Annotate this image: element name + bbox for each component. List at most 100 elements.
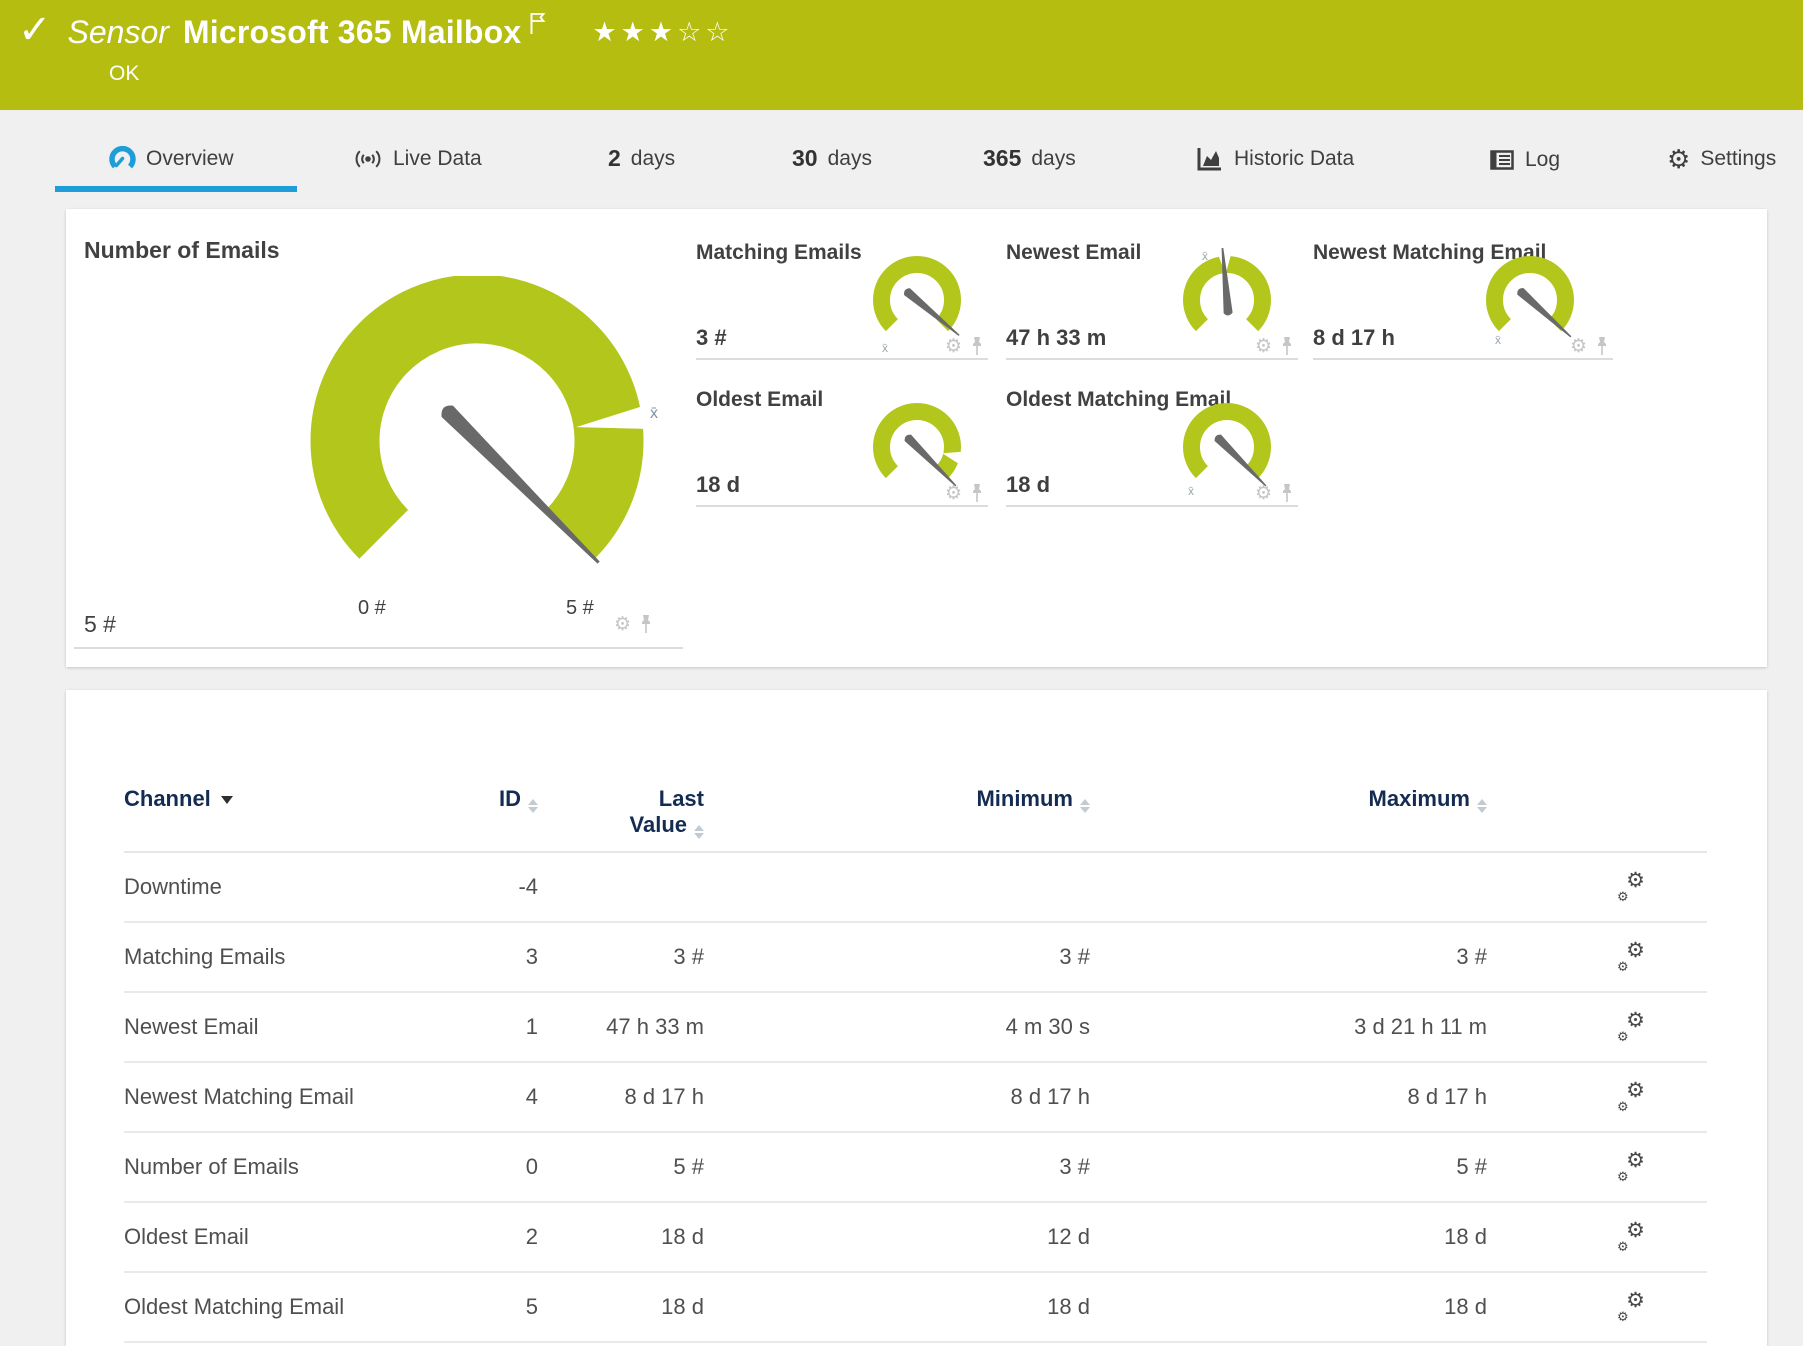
star-icon-filled[interactable]: ★	[592, 17, 621, 47]
table-row[interactable]: Oldest Email 2 18 d 12 d 18 d ⚙ ⚙	[124, 1203, 1707, 1273]
table-row[interactable]: Matching Emails 3 3 # 3 # 3 # ⚙ ⚙	[124, 923, 1707, 993]
table-row[interactable]: Newest Matching Email 4 8 d 17 h 8 d 17 …	[124, 1063, 1707, 1133]
cell-channel: Number of Emails	[124, 1154, 299, 1179]
divider	[124, 851, 1707, 853]
primary-gauge-title: Number of Emails	[84, 237, 280, 263]
cell-maximum: 18 d	[1444, 1224, 1487, 1249]
edit-channel-gear-icon[interactable]: ⚙ ⚙	[1617, 1009, 1645, 1044]
cell-id: 5	[525, 1294, 538, 1319]
tab-historic-data[interactable]: Historic Data	[1196, 146, 1354, 172]
cell-channel: Downtime	[124, 874, 222, 899]
average-marker: x̄	[1495, 333, 1501, 347]
channel-settings-gear-icon[interactable]: ⚙	[1569, 336, 1587, 357]
cell-id: 2	[525, 1224, 538, 1249]
star-icon-filled[interactable]: ★	[620, 17, 649, 47]
star-icon-empty[interactable]: ☆	[677, 17, 706, 47]
tab-bar: Overview Live Data 2 days 30 days 365 da…	[0, 110, 1803, 192]
small-gauge-newest-email: Newest Email x̄ 47 h 33 m ⚙	[1006, 241, 1298, 360]
tab-365-days[interactable]: 365 days	[983, 145, 1076, 172]
table-row[interactable]: Oldest Matching Email 5 18 d 18 d 18 d ⚙…	[124, 1273, 1707, 1343]
edit-channel-gear-icon[interactable]: ⚙ ⚙	[1617, 1219, 1645, 1254]
tab-label: days	[1031, 146, 1076, 170]
gauge-value: 18 d	[1006, 472, 1051, 497]
star-rating[interactable]: ★★★☆☆	[592, 17, 733, 48]
cell-id: 4	[525, 1084, 538, 1109]
cell-last-value: 47 h 33 m	[606, 1014, 704, 1039]
average-marker: x̄	[650, 405, 658, 422]
channel-settings-gear-icon[interactable]: ⚙	[1254, 336, 1272, 357]
average-notch	[576, 403, 656, 430]
edit-channel-gear-icon[interactable]: ⚙ ⚙	[1617, 1149, 1645, 1184]
cell-minimum: 8 d 17 h	[1010, 1084, 1090, 1109]
edit-channel-gear-icon[interactable]: ⚙ ⚙	[1617, 939, 1645, 974]
pin-icon[interactable]	[1595, 337, 1609, 356]
edit-channel-gear-icon[interactable]: ⚙ ⚙	[1617, 1289, 1645, 1324]
pin-icon[interactable]	[1280, 484, 1294, 503]
pin-icon[interactable]	[970, 337, 984, 356]
channel-rows: Downtime -4 ⚙ ⚙ Matching Emails 3 3 # 3 #…	[124, 853, 1707, 1343]
sort-icon[interactable]	[694, 825, 704, 839]
cell-id: 0	[525, 1154, 538, 1179]
active-tab-indicator	[55, 186, 297, 192]
status-check-icon: ✓	[18, 8, 52, 52]
tab-30-days[interactable]: 30 days	[792, 145, 872, 172]
table-row[interactable]: Number of Emails 0 5 # 3 # 5 # ⚙ ⚙	[124, 1133, 1707, 1203]
flag-icon[interactable]	[529, 11, 546, 35]
sort-icon[interactable]	[1477, 799, 1487, 813]
gauge-needle	[904, 288, 960, 336]
cell-maximum: 3 #	[1456, 944, 1487, 969]
average-notch	[942, 451, 968, 467]
table-row[interactable]: Downtime -4 ⚙ ⚙	[124, 853, 1707, 923]
cell-channel: Newest Matching Email	[124, 1084, 354, 1109]
column-header-id[interactable]: ID	[499, 786, 538, 813]
chart-icon	[1196, 146, 1224, 172]
sort-icon[interactable]	[528, 799, 538, 813]
tab-log[interactable]: Log	[1489, 148, 1560, 172]
channel-settings-gear-icon[interactable]: ⚙	[614, 614, 632, 635]
cell-last-value: 8 d 17 h	[624, 1084, 704, 1109]
table-header: Channel ID Last Value Minimum Maximum	[124, 786, 1707, 839]
edit-channel-gear-icon[interactable]: ⚙ ⚙	[1617, 1079, 1645, 1114]
primary-gauge	[310, 276, 656, 564]
cell-channel: Newest Email	[124, 1014, 259, 1039]
cell-channel: Matching Emails	[124, 944, 286, 969]
broadcast-icon	[353, 146, 383, 172]
gauge-needle	[1214, 434, 1267, 487]
cell-maximum: 18 d	[1444, 1294, 1487, 1319]
table-row[interactable]: Newest Email 1 47 h 33 m 4 m 30 s 3 d 21…	[124, 993, 1707, 1063]
gauge-value: 47 h 33 m	[1006, 325, 1107, 350]
tab-live-data[interactable]: Live Data	[353, 146, 482, 172]
column-header-minimum[interactable]: Minimum	[976, 786, 1090, 813]
gauges-panel: Number of Emails x̄ 0 # 5 # 5 # ⚙ Matchi…	[66, 209, 1767, 667]
cell-last-value: 18 d	[661, 1294, 704, 1319]
gauge-needle	[904, 434, 957, 487]
pin-icon[interactable]	[639, 615, 653, 634]
tab-settings[interactable]: ⚙ Settings	[1667, 146, 1776, 172]
pin-icon[interactable]	[1280, 337, 1294, 356]
channel-settings-gear-icon[interactable]: ⚙	[944, 483, 962, 504]
primary-gauge-value: 5 #	[84, 611, 116, 637]
pin-icon[interactable]	[970, 484, 984, 503]
page-title: Microsoft 365 Mailbox	[182, 14, 522, 50]
tab-label: Settings	[1700, 147, 1777, 170]
tab-label: days	[827, 146, 872, 170]
sensor-kind-label: Sensor	[67, 14, 169, 50]
gear-icon: ⚙	[1667, 144, 1691, 174]
gauge-value: 18 d	[696, 472, 741, 497]
column-header-last-value[interactable]: Last Value	[629, 786, 704, 839]
channel-settings-gear-icon[interactable]: ⚙	[944, 336, 962, 357]
small-gauge-oldest-email: Oldest Email 18 d ⚙	[696, 388, 988, 507]
column-header-maximum[interactable]: Maximum	[1369, 786, 1487, 813]
cell-maximum: 8 d 17 h	[1407, 1084, 1487, 1109]
cell-maximum: 3 d 21 h 11 m	[1354, 1014, 1487, 1039]
tab-2-days[interactable]: 2 days	[608, 145, 675, 172]
star-icon-empty[interactable]: ☆	[705, 17, 734, 47]
tab-label: Live Data	[393, 147, 482, 170]
log-icon	[1489, 148, 1515, 172]
sort-icon[interactable]	[1080, 799, 1090, 813]
star-icon-filled[interactable]: ★	[648, 17, 678, 47]
edit-channel-gear-icon[interactable]: ⚙ ⚙	[1617, 869, 1645, 904]
channel-settings-gear-icon[interactable]: ⚙	[1254, 483, 1272, 504]
tab-overview[interactable]: Overview	[109, 145, 234, 172]
column-header-channel[interactable]: Channel	[124, 786, 478, 812]
